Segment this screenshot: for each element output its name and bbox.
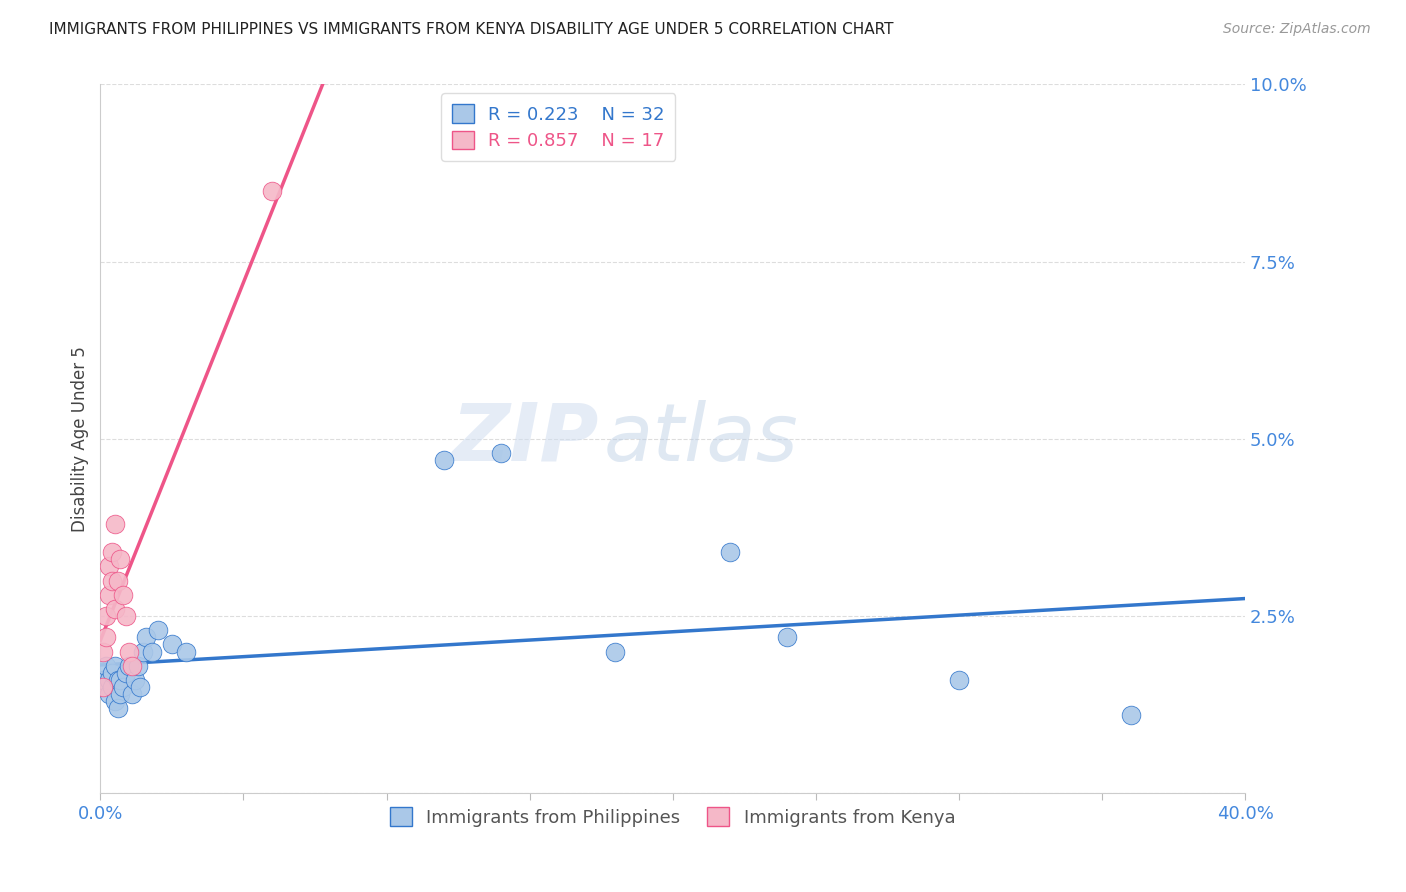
Point <box>97 559 120 574</box>
Point <box>605 644 627 658</box>
Point <box>121 658 143 673</box>
Point <box>121 687 143 701</box>
Point <box>141 644 163 658</box>
Point <box>91 673 114 687</box>
Point <box>107 673 129 687</box>
Point <box>260 184 283 198</box>
Point <box>127 658 149 673</box>
Point <box>104 658 127 673</box>
Point <box>1119 708 1142 723</box>
Point <box>146 624 169 638</box>
Point <box>101 545 124 559</box>
Point <box>129 680 152 694</box>
Point <box>115 665 138 680</box>
Point <box>132 644 155 658</box>
Point <box>104 516 127 531</box>
Point <box>107 701 129 715</box>
Text: Source: ZipAtlas.com: Source: ZipAtlas.com <box>1223 22 1371 37</box>
Point <box>489 446 512 460</box>
Point <box>110 687 132 701</box>
Point <box>91 680 114 694</box>
Point <box>112 680 135 694</box>
Point <box>160 638 183 652</box>
Point <box>115 609 138 624</box>
Y-axis label: Disability Age Under 5: Disability Age Under 5 <box>72 346 89 532</box>
Point <box>433 453 456 467</box>
Text: atlas: atlas <box>605 400 799 478</box>
Point <box>104 602 127 616</box>
Point <box>101 574 124 588</box>
Point <box>94 609 117 624</box>
Point <box>718 545 741 559</box>
Point <box>110 673 132 687</box>
Point <box>91 644 114 658</box>
Point <box>118 658 141 673</box>
Text: IMMIGRANTS FROM PHILIPPINES VS IMMIGRANTS FROM KENYA DISABILITY AGE UNDER 5 CORR: IMMIGRANTS FROM PHILIPPINES VS IMMIGRANT… <box>49 22 894 37</box>
Point <box>948 673 970 687</box>
Point <box>94 658 117 673</box>
Point <box>118 644 141 658</box>
Text: ZIP: ZIP <box>451 400 599 478</box>
Point <box>101 680 124 694</box>
Point <box>97 588 120 602</box>
Point <box>135 631 157 645</box>
Point <box>97 673 120 687</box>
Point <box>104 694 127 708</box>
Point <box>776 631 799 645</box>
Legend: Immigrants from Philippines, Immigrants from Kenya: Immigrants from Philippines, Immigrants … <box>382 800 963 834</box>
Point <box>124 673 146 687</box>
Point <box>94 631 117 645</box>
Point <box>97 687 120 701</box>
Point <box>107 574 129 588</box>
Point <box>174 644 197 658</box>
Point <box>112 588 135 602</box>
Point <box>101 665 124 680</box>
Point <box>110 552 132 566</box>
